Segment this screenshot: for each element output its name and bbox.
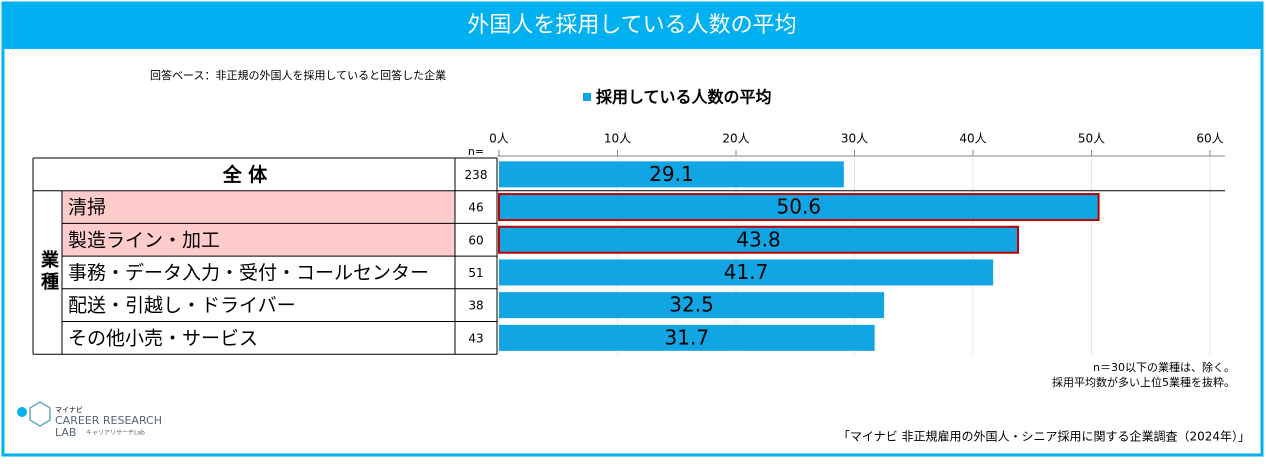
bar [499,259,994,286]
logo-text: CAREER RESEARCH [55,414,162,427]
logo: マイナビ CAREER RESEARCH LAB キャリアリサーチLab [17,401,162,439]
bar [498,225,1020,254]
logo-text: キャリアリサーチLab [86,430,145,437]
x-tick-label: 0人 [489,132,509,146]
n-value: 38 [468,299,483,313]
category-label: 全 体 [222,163,269,186]
subtitle: 回答ベース：非正規の外国人を採用していると回答した企業 [150,68,446,82]
group-label: 業種 [38,249,60,294]
x-tick-label: 10人 [604,132,631,146]
legend-swatch [583,93,591,101]
value-label: 41.7 [724,260,769,284]
row-highlight [62,223,455,257]
value-label: 31.7 [665,325,710,349]
x-tick-label: 50人 [1078,132,1105,146]
bar [498,193,1100,222]
value-label: 32.5 [669,293,714,317]
n-value: 60 [468,233,483,247]
logo-dot [17,407,27,417]
note: 採用平均数が多い上位5業種を抜粋。 [1052,375,1235,389]
n-value: 238 [465,168,488,182]
value-label: 43.8 [736,227,781,251]
x-tick-label: 60人 [1196,132,1223,146]
bar [499,324,875,351]
x-tick-label: 30人 [841,132,868,146]
x-tick-label: 20人 [722,132,749,146]
n-value: 43 [468,331,483,345]
bar [499,292,885,319]
category-label: 製造ライン・加工 [68,229,220,251]
title-bar [3,3,1262,49]
category-label: 配送・引越し・ドライバー [68,295,296,317]
category-label: その他小売・サービス [68,327,258,349]
n-label: n= [468,145,484,158]
value-label: 29.1 [649,162,694,186]
n-value: 51 [468,266,483,280]
x-tick-label: 40人 [959,132,986,146]
bar [499,161,844,188]
note: n＝30以下の業種は、除く。 [1093,360,1235,374]
n-value: 46 [468,201,483,215]
category-label: 事務・データ入力・受付・コールセンター [68,262,429,284]
logo-icon [29,401,51,427]
value-label: 50.6 [777,195,822,219]
legend-label: 採用している人数の平均 [596,88,772,107]
source: 「マイナビ 非正規雇用の外国人・シニア採用に関する企業調査（2024年）」 [838,429,1250,444]
logo-text: マイナビ [55,405,83,414]
category-label: 清掃 [68,197,106,219]
row-highlight [62,190,455,224]
logo-text: LAB [55,426,76,439]
chart-title: 外国人を採用している人数の平均 [467,13,796,38]
